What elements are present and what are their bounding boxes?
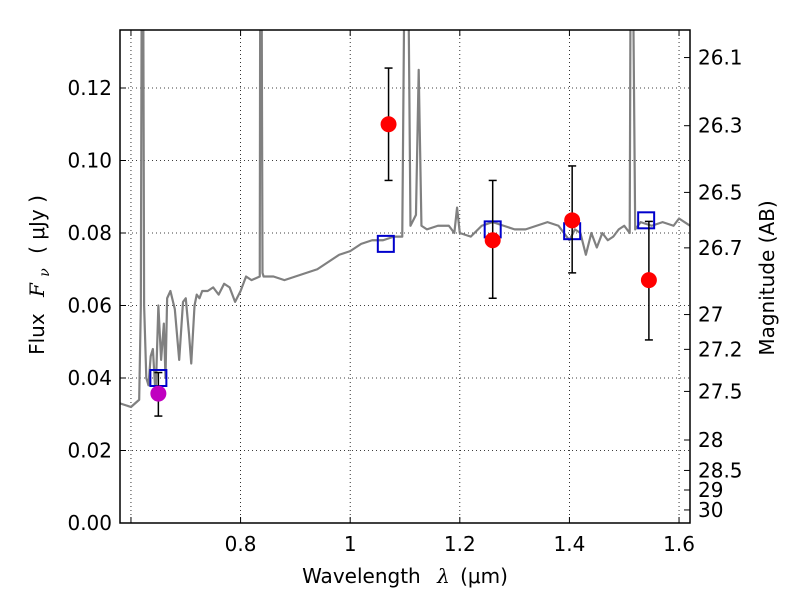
y-axis-label-unit: ( μJy ) xyxy=(25,195,49,254)
x-axis-label-unit: (μm) xyxy=(460,564,508,588)
grid-lines xyxy=(120,30,690,524)
y-tick-label: 0.08 xyxy=(67,221,112,245)
y2-tick-label: 29 xyxy=(698,478,723,502)
observed-flux-point xyxy=(150,385,167,402)
y2-tick-label: 27.2 xyxy=(698,337,743,361)
y-tick-label: 0.12 xyxy=(67,76,112,100)
y-axis-label-main: Flux xyxy=(25,313,49,355)
x-tick-label: 0.8 xyxy=(225,532,257,556)
x-tick-label: 1 xyxy=(344,532,357,556)
y2-tick-label: 26.5 xyxy=(698,180,743,204)
observed-flux-point xyxy=(380,116,397,133)
observed-flux-point xyxy=(640,272,657,289)
observed-flux-point xyxy=(484,232,501,249)
y2-tick-label: 28.5 xyxy=(698,458,743,482)
observed-flux-point xyxy=(564,212,581,229)
y2-tick-label: 30 xyxy=(698,498,723,522)
y2-tick-label: 26.3 xyxy=(698,114,743,138)
spectrum-line xyxy=(120,30,690,409)
y2-tick-label: 26.7 xyxy=(698,236,743,260)
plot-frame xyxy=(119,29,691,524)
y-tick-label: 0.04 xyxy=(67,366,112,390)
x-axis-label-symbol: λ xyxy=(436,564,450,588)
model-photometry-square xyxy=(376,234,395,253)
y-tick-label: 0.00 xyxy=(67,511,112,535)
y-tick-label: 0.02 xyxy=(67,439,112,463)
y2-tick-label: 27 xyxy=(698,303,723,327)
y2-axis-label: Magnitude (AB) xyxy=(755,200,779,355)
y-axis-label-subscript: ν xyxy=(37,268,53,277)
x-tick-label: 1.2 xyxy=(444,532,476,556)
y-axis-label-symbol: F xyxy=(25,282,49,298)
x-axis-label: Wavelength λ (μm) xyxy=(302,564,508,588)
x-axis-label-main: Wavelength xyxy=(302,564,421,588)
x-tick-label: 1.6 xyxy=(663,532,695,556)
plot-area xyxy=(120,30,690,417)
y2-tick-label: 27.5 xyxy=(698,379,743,403)
y2-tick-label: 26.1 xyxy=(698,46,743,70)
y-tick-label: 0.06 xyxy=(67,294,112,318)
y-axis-label: Flux F ν ( μJy ) xyxy=(25,195,54,355)
y2-tick-label: 28 xyxy=(698,428,723,452)
model-photometry-square xyxy=(637,211,656,230)
y-tick-label: 0.10 xyxy=(67,149,112,173)
axis-ticks: 0.8 1 1.2 1.4 1.6 0.00 0.02 0.04 0.06 0.08 0.10 0.1… xyxy=(67,30,743,556)
x-tick-label: 1.4 xyxy=(554,532,586,556)
